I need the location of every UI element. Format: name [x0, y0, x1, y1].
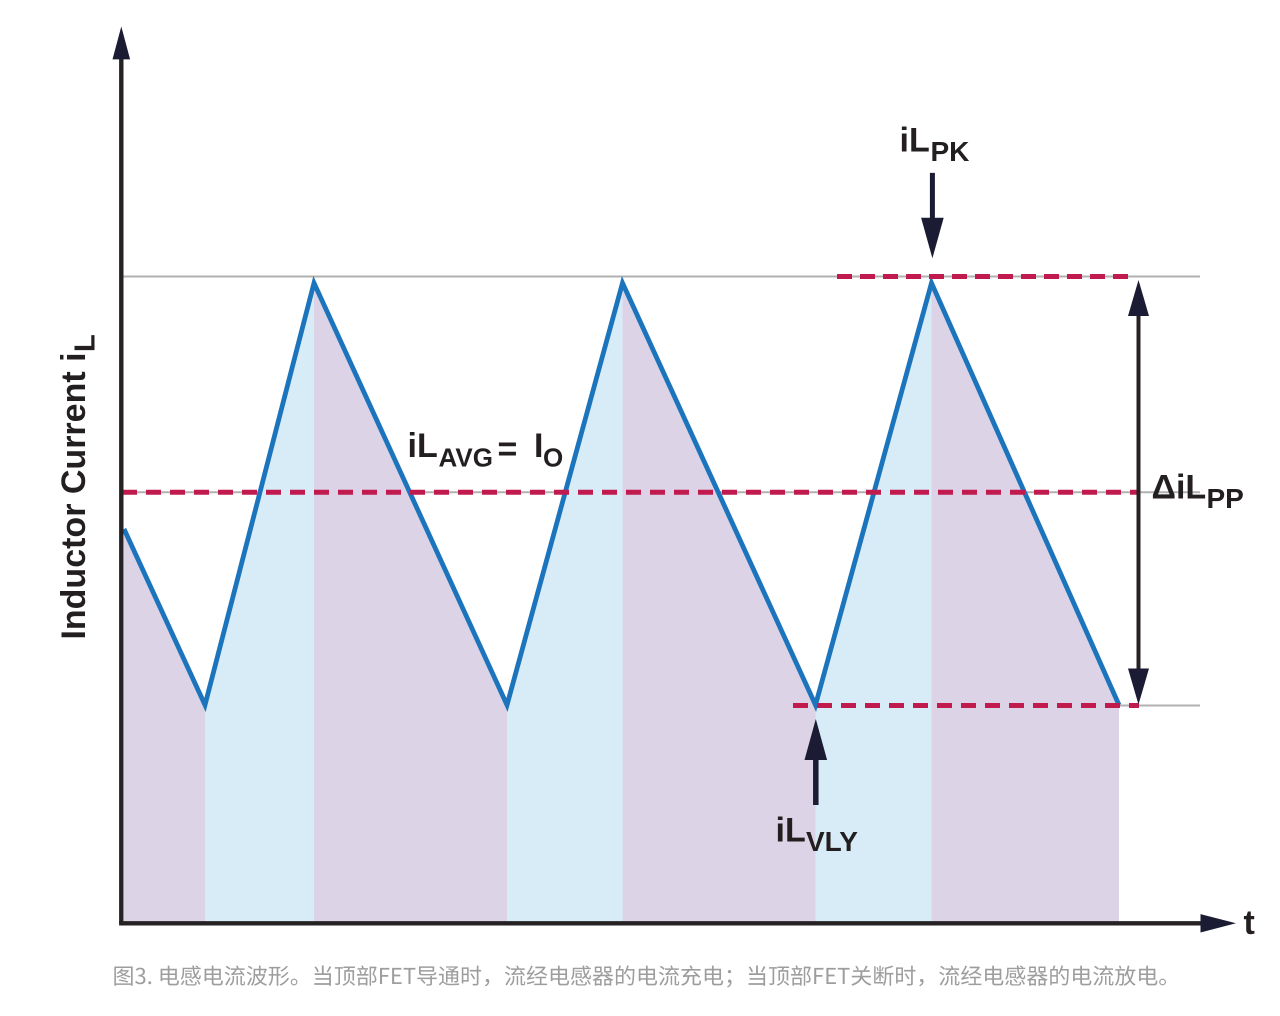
svg-text:O: O: [543, 442, 563, 472]
svg-text:=: =: [498, 431, 518, 469]
svg-text:PP: PP: [1207, 483, 1244, 514]
svg-text:iL: iL: [776, 811, 806, 849]
svg-text:t: t: [1244, 904, 1255, 942]
svg-text:L: L: [70, 334, 102, 352]
svg-text:PK: PK: [931, 136, 970, 167]
svg-text:ΔiL: ΔiL: [1152, 468, 1207, 506]
svg-text:iL: iL: [408, 427, 438, 465]
svg-text:AVG: AVG: [439, 442, 493, 472]
svg-text:iL: iL: [900, 121, 930, 159]
svg-text:I: I: [534, 427, 543, 465]
svg-text:Inductor Current i: Inductor Current i: [55, 352, 93, 639]
svg-text:VLY: VLY: [806, 826, 858, 857]
